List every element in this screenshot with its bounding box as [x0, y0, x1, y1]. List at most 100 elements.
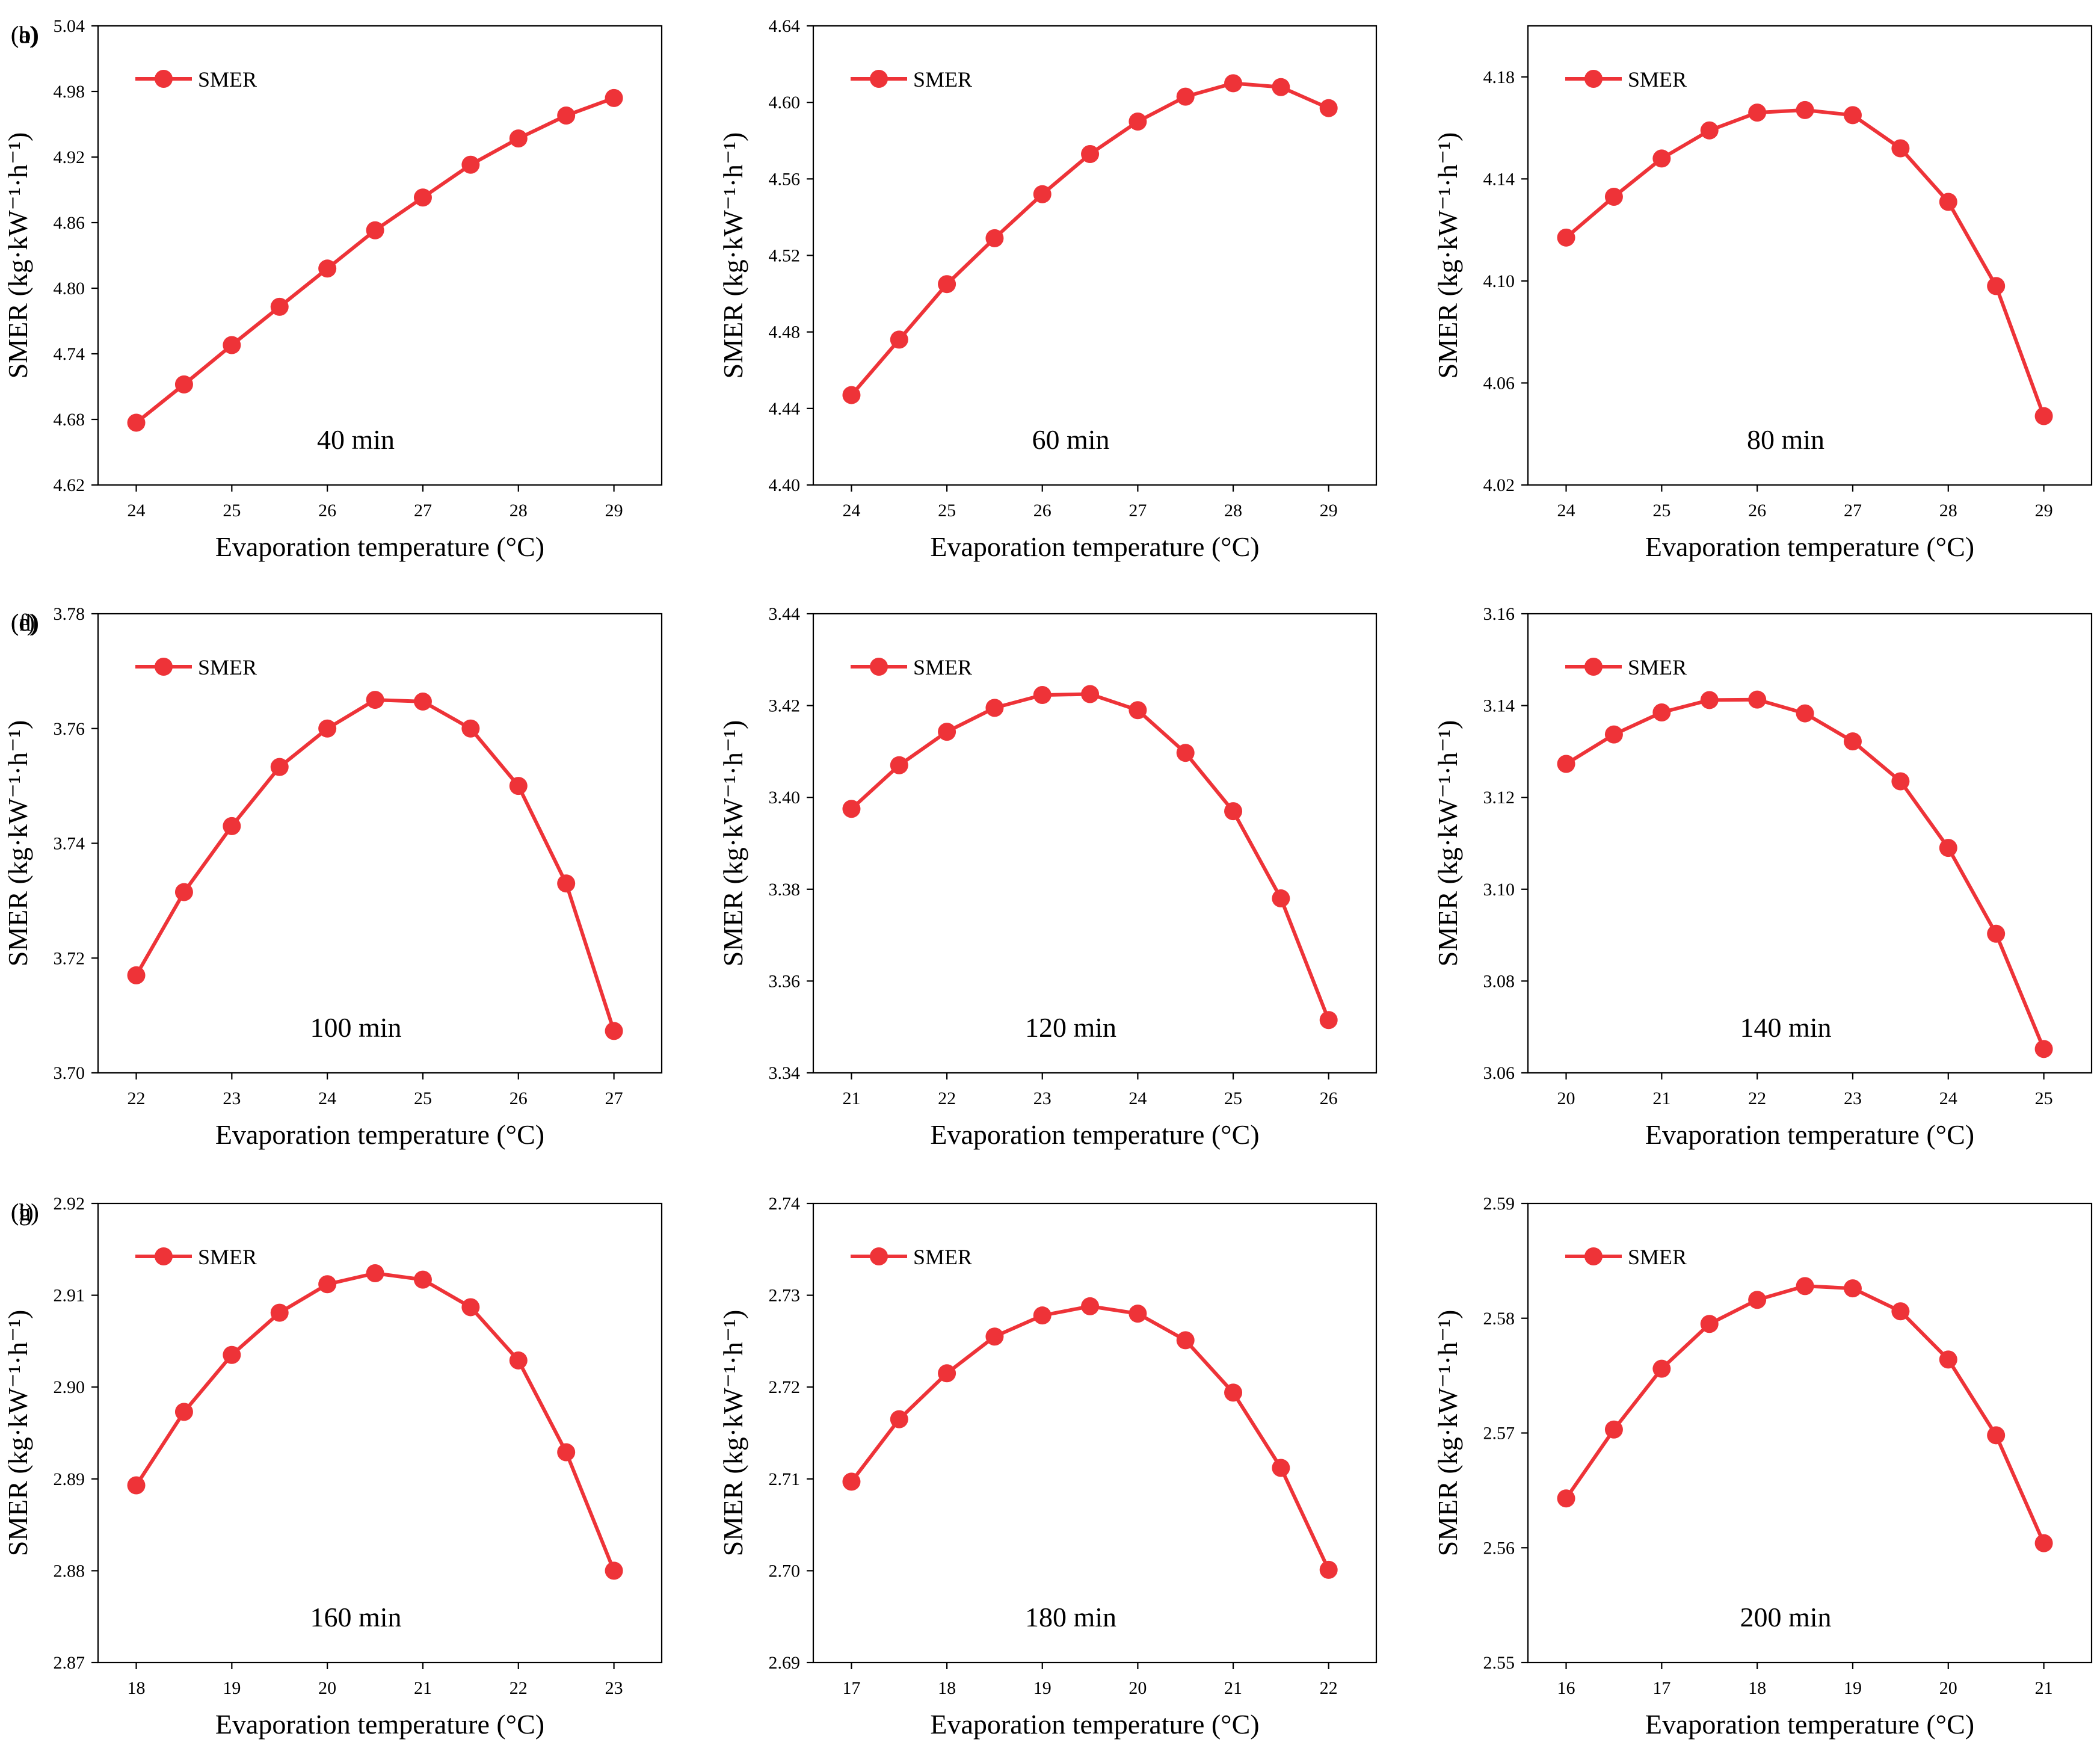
- series-line-smer[interactable]: [849, 1304, 1331, 1572]
- data-point[interactable]: [1081, 685, 1100, 703]
- data-point[interactable]: [1081, 1297, 1100, 1315]
- data-point[interactable]: [1891, 1302, 1910, 1321]
- data-point[interactable]: [890, 1410, 908, 1428]
- data-point[interactable]: [605, 1022, 623, 1040]
- data-point[interactable]: [1604, 1420, 1623, 1439]
- data-point[interactable]: [1843, 1279, 1862, 1298]
- data-point[interactable]: [1652, 1359, 1671, 1378]
- data-point[interactable]: [1939, 193, 1957, 211]
- data-point[interactable]: [1033, 1306, 1052, 1325]
- data-point[interactable]: [174, 1403, 193, 1421]
- series-line-smer[interactable]: [1564, 108, 2046, 418]
- data-point[interactable]: [1891, 772, 1910, 791]
- data-point[interactable]: [1081, 145, 1100, 164]
- data-point[interactable]: [270, 297, 289, 316]
- data-point[interactable]: [842, 386, 861, 404]
- data-point[interactable]: [127, 413, 146, 432]
- data-point[interactable]: [1272, 78, 1290, 96]
- data-point[interactable]: [985, 699, 1004, 717]
- data-point[interactable]: [938, 1364, 956, 1383]
- data-point[interactable]: [1176, 87, 1195, 106]
- data-point[interactable]: [270, 1303, 289, 1322]
- data-point[interactable]: [1272, 1459, 1290, 1477]
- data-point[interactable]: [318, 259, 337, 278]
- data-point[interactable]: [461, 155, 480, 174]
- series-line-smer[interactable]: [134, 96, 616, 425]
- legend[interactable]: SMER: [1565, 655, 1687, 679]
- legend[interactable]: SMER: [851, 67, 972, 91]
- series-line-smer[interactable]: [849, 692, 1331, 1022]
- data-point[interactable]: [223, 1345, 241, 1364]
- data-point[interactable]: [985, 229, 1004, 247]
- data-point[interactable]: [1700, 1315, 1719, 1333]
- data-point[interactable]: [938, 723, 956, 741]
- data-point[interactable]: [1319, 1560, 1338, 1579]
- data-point[interactable]: [1987, 924, 2006, 943]
- data-point[interactable]: [1319, 1011, 1338, 1030]
- data-point[interactable]: [2034, 1534, 2053, 1552]
- data-point[interactable]: [1843, 106, 1862, 125]
- data-point[interactable]: [1652, 149, 1671, 168]
- data-point[interactable]: [318, 719, 337, 738]
- data-point[interactable]: [366, 691, 384, 709]
- data-point[interactable]: [1987, 1426, 2006, 1445]
- legend[interactable]: SMER: [135, 1245, 257, 1269]
- legend[interactable]: SMER: [135, 67, 257, 91]
- data-point[interactable]: [413, 692, 432, 711]
- data-point[interactable]: [1129, 1305, 1147, 1323]
- data-point[interactable]: [1033, 185, 1052, 203]
- data-point[interactable]: [1129, 112, 1147, 131]
- data-point[interactable]: [890, 330, 908, 349]
- data-point[interactable]: [557, 874, 576, 893]
- data-point[interactable]: [1652, 703, 1671, 722]
- data-point[interactable]: [1748, 1291, 1767, 1309]
- data-point[interactable]: [1796, 100, 1814, 119]
- data-point[interactable]: [605, 88, 623, 107]
- data-point[interactable]: [842, 1472, 861, 1491]
- data-point[interactable]: [1891, 139, 1910, 158]
- data-point[interactable]: [1987, 277, 2006, 295]
- data-point[interactable]: [1939, 1350, 1957, 1369]
- data-point[interactable]: [366, 221, 384, 239]
- data-point[interactable]: [938, 275, 956, 294]
- data-point[interactable]: [413, 1270, 432, 1289]
- data-point[interactable]: [1129, 701, 1147, 720]
- data-point[interactable]: [842, 800, 861, 818]
- data-point[interactable]: [174, 375, 193, 394]
- data-point[interactable]: [890, 756, 908, 774]
- data-point[interactable]: [1176, 744, 1195, 762]
- data-point[interactable]: [1604, 188, 1623, 206]
- data-point[interactable]: [509, 777, 528, 795]
- data-point[interactable]: [1033, 686, 1052, 705]
- series-line-smer[interactable]: [134, 1271, 616, 1573]
- data-point[interactable]: [1319, 99, 1338, 117]
- legend[interactable]: SMER: [1565, 1245, 1687, 1269]
- data-point[interactable]: [318, 1275, 337, 1294]
- data-point[interactable]: [1843, 732, 1862, 751]
- legend[interactable]: SMER: [851, 655, 972, 679]
- data-point[interactable]: [127, 966, 146, 984]
- data-point[interactable]: [985, 1327, 1004, 1346]
- data-point[interactable]: [1224, 802, 1243, 821]
- data-point[interactable]: [1748, 103, 1767, 122]
- data-point[interactable]: [1604, 725, 1623, 744]
- data-point[interactable]: [1700, 121, 1719, 140]
- data-point[interactable]: [509, 1351, 528, 1370]
- data-point[interactable]: [2034, 1040, 2053, 1058]
- legend[interactable]: SMER: [851, 1245, 972, 1269]
- data-point[interactable]: [1557, 755, 1575, 773]
- series-line-smer[interactable]: [849, 81, 1331, 397]
- data-point[interactable]: [557, 1443, 576, 1462]
- data-point[interactable]: [1939, 839, 1957, 857]
- series-line-smer[interactable]: [134, 698, 616, 1033]
- data-point[interactable]: [413, 188, 432, 207]
- data-point[interactable]: [127, 1476, 146, 1495]
- data-point[interactable]: [461, 1298, 480, 1317]
- data-point[interactable]: [2034, 407, 2053, 425]
- data-point[interactable]: [223, 336, 241, 354]
- data-point[interactable]: [1748, 690, 1767, 709]
- data-point[interactable]: [1272, 889, 1290, 908]
- data-point[interactable]: [1224, 1383, 1243, 1402]
- data-point[interactable]: [509, 129, 528, 148]
- data-point[interactable]: [557, 106, 576, 125]
